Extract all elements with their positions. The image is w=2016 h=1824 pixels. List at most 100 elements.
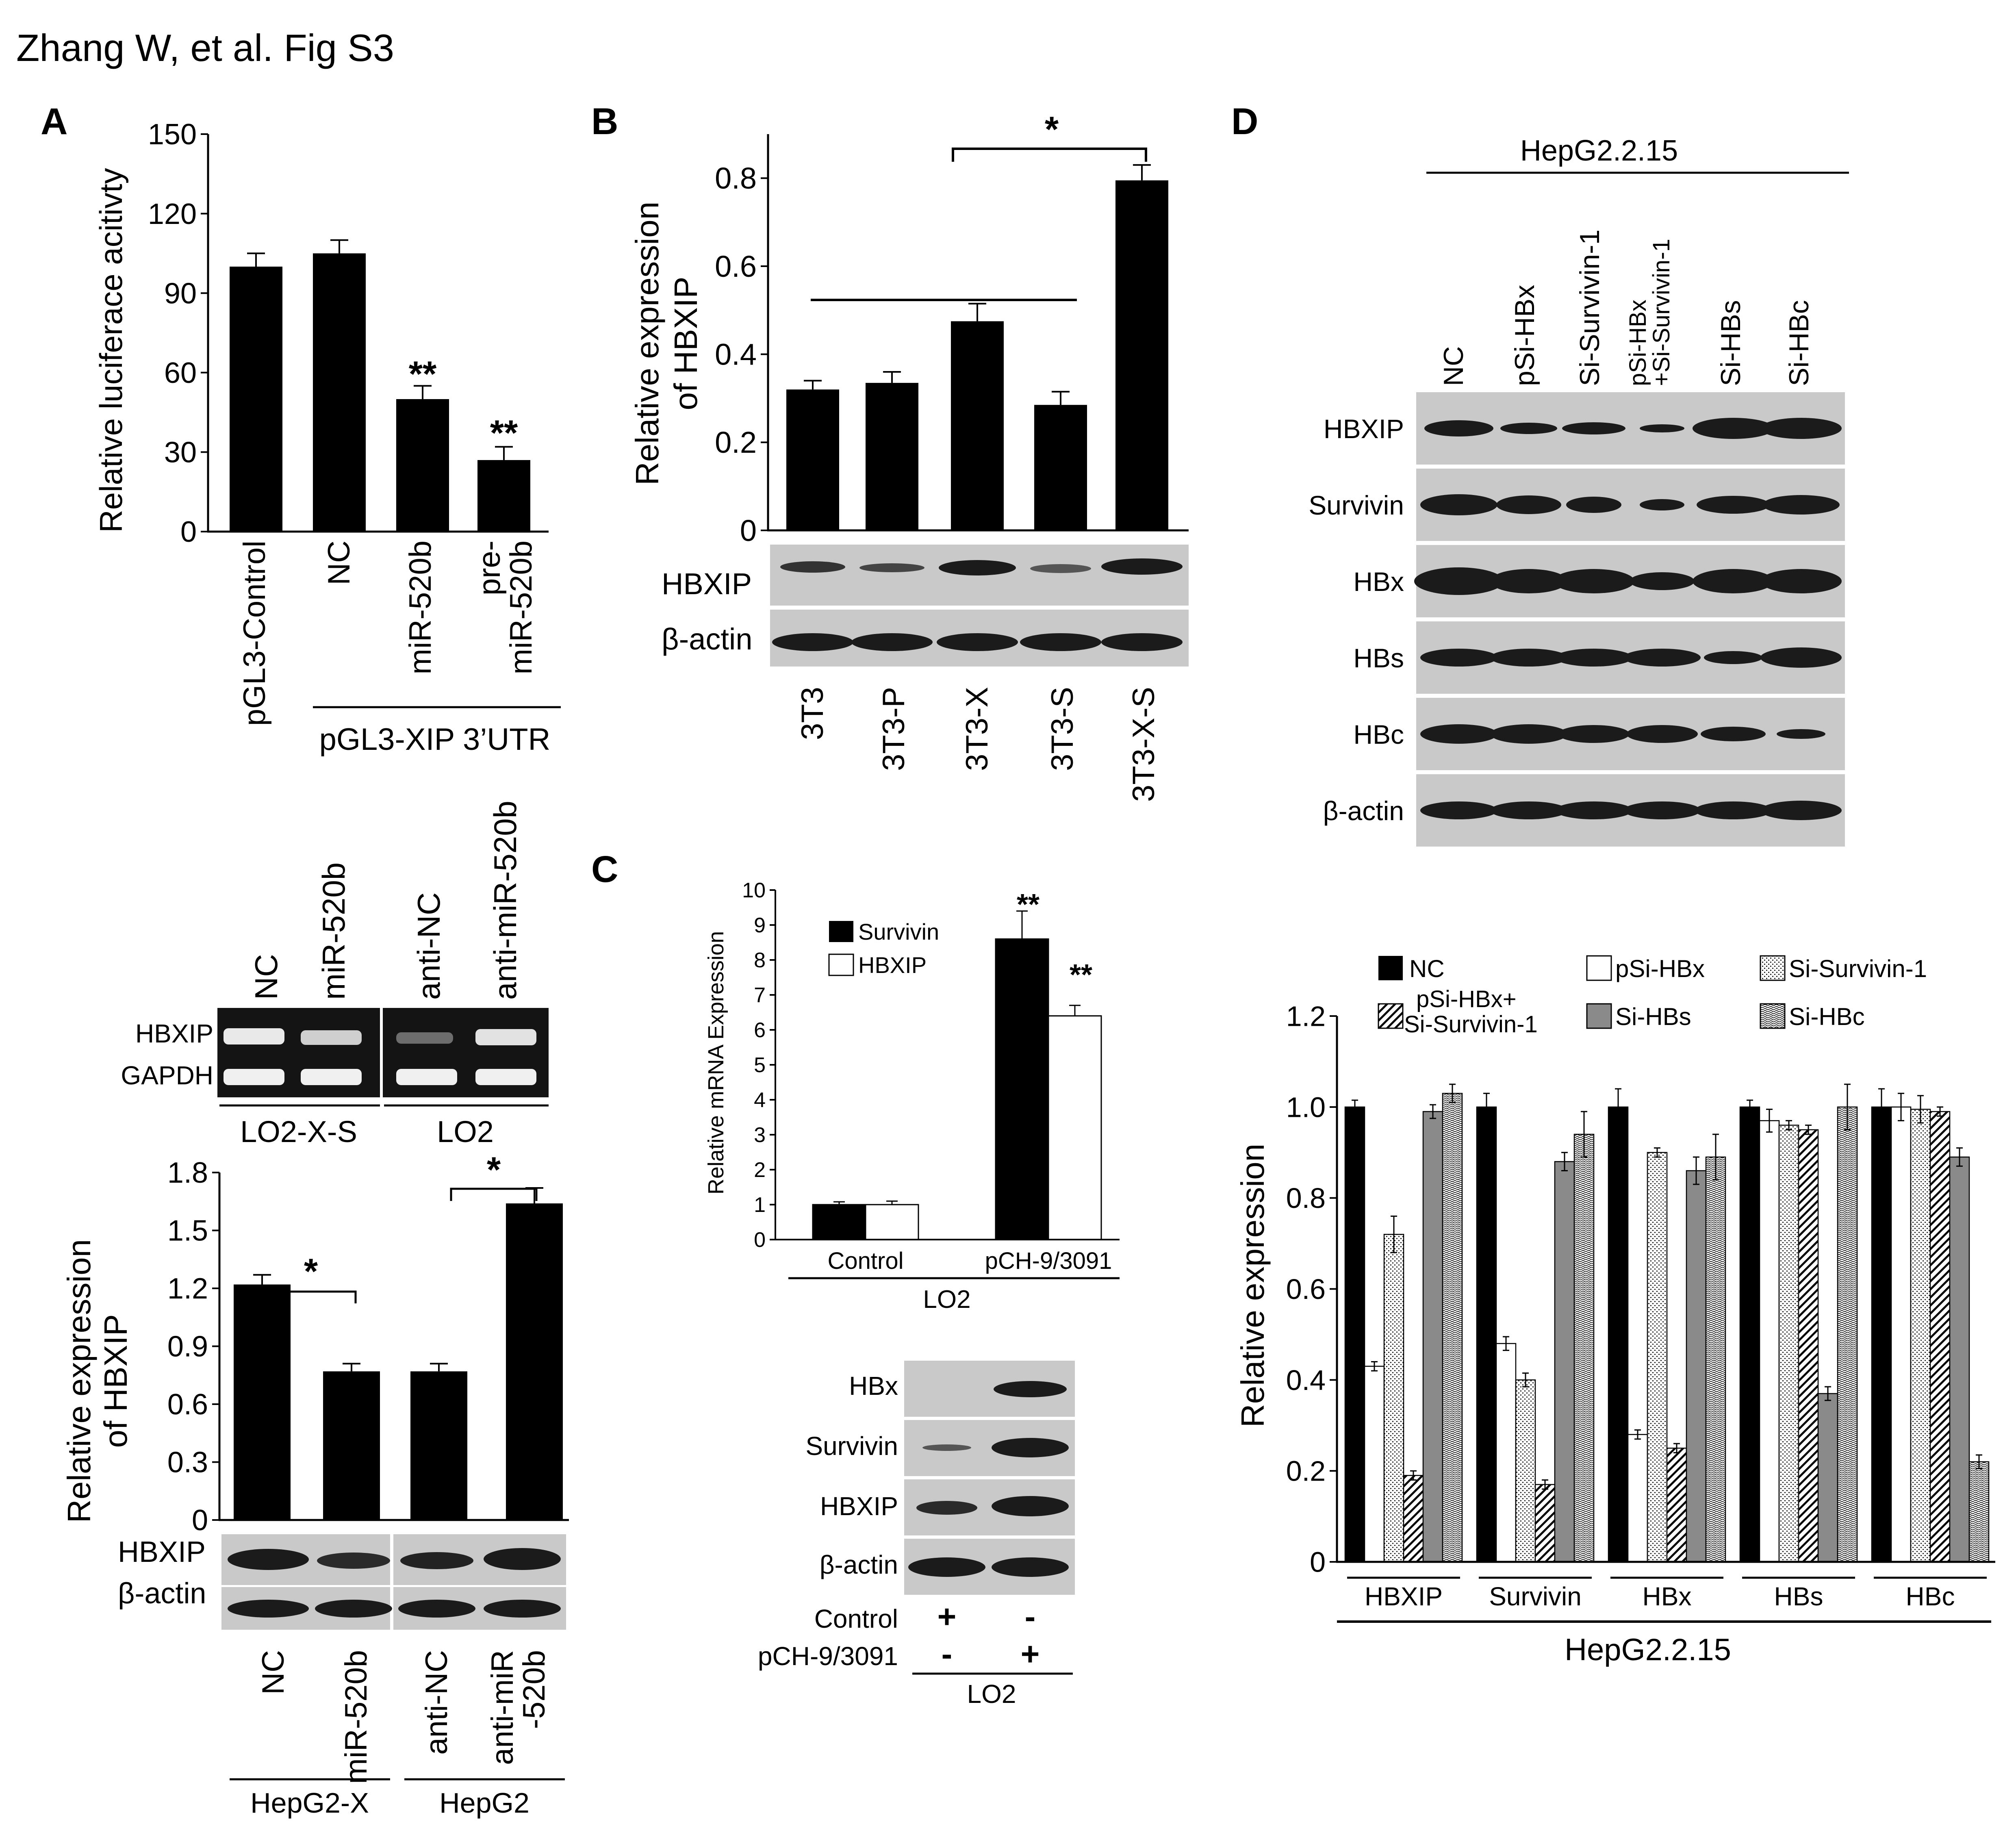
panel-d: D HepG2.2.15 NC pSi-HBx Si-Survivin-1 pS… xyxy=(1231,101,1995,1667)
c-blot-row-hbxip: HBXIP xyxy=(820,1492,898,1521)
blot-a-lane-mir520b: miR-520b xyxy=(339,1650,373,1784)
c-tick-label: 4 xyxy=(754,1088,766,1112)
c-treat-pch-mark-1: - xyxy=(942,1636,953,1672)
c-treat-pch: pCH-9/3091 xyxy=(758,1642,898,1671)
d-bar xyxy=(1422,1111,1443,1563)
c-treat-control-mark-2: - xyxy=(1025,1598,1036,1635)
d-blot-band xyxy=(1760,647,1842,668)
luciferase-xlabel-pgl3control: pGL3-Control xyxy=(237,541,272,726)
panel-letter-c: C xyxy=(591,849,618,890)
d-bar xyxy=(1837,1106,1858,1563)
d-blot-band xyxy=(1562,422,1625,434)
d-legend-swatch-sihbs xyxy=(1586,1003,1612,1029)
luciferase-xlabel-nc: NC xyxy=(322,541,356,585)
c-sig-hbxip: ** xyxy=(1070,959,1092,991)
d-blot-row-label: Survivin xyxy=(1309,490,1404,520)
blot-a-group-hepg2: HepG2 xyxy=(439,1787,529,1819)
hbxip-a-y-ticks: 0 0.3 0.6 0.9 1.2 1.5 1.8 xyxy=(167,1157,219,1537)
d-legend-swatch-sisurvivin xyxy=(1760,955,1786,981)
c-sig-survivin: ** xyxy=(1017,888,1039,921)
d-bar xyxy=(1759,1120,1780,1563)
panel-letter-d: D xyxy=(1231,101,1258,142)
d-bar xyxy=(1573,1133,1595,1563)
d-lane-combo-1: pSi-HBx xyxy=(1625,300,1651,386)
d-bar xyxy=(1403,1475,1424,1563)
hbxip-a-tick-label: 1.8 xyxy=(167,1157,208,1189)
panel-c: C Relative mRNA Expression 012345678910 … xyxy=(591,849,1120,1709)
c-blot-group: LO2 xyxy=(967,1679,1016,1709)
hbxip-a-tick-label: 0.9 xyxy=(167,1331,208,1363)
c-tick-label: 8 xyxy=(754,949,766,972)
c-treat-control: Control xyxy=(814,1604,898,1633)
luciferase-tick-label: 90 xyxy=(164,277,197,310)
d-blot-band xyxy=(1555,649,1632,667)
d-x-label: HBc xyxy=(1906,1582,1955,1611)
d-tick-label: 1.2 xyxy=(1286,1001,1326,1032)
d-lane-nc: NC xyxy=(1438,346,1469,386)
d-blot-band xyxy=(1760,569,1842,593)
b-tick-label: 0.2 xyxy=(715,426,757,459)
b-tick-label: 0.4 xyxy=(715,338,757,371)
d-blot-band xyxy=(1490,724,1567,744)
blot-a-lane-520b: -520b xyxy=(517,1650,551,1729)
d-blot-band xyxy=(1420,801,1497,819)
c-bar xyxy=(865,1204,919,1240)
d-blot-band xyxy=(1496,495,1561,514)
b-ylabel-1: Relative expression xyxy=(629,202,665,485)
luciferase-bar xyxy=(230,267,282,532)
d-bar xyxy=(1890,1106,1912,1563)
gel-group-lo2: LO2 xyxy=(437,1115,494,1149)
d-lane-combo-2: +Si-Survivin-1 xyxy=(1648,239,1675,386)
d-tick-label: 0.4 xyxy=(1286,1364,1326,1396)
c-bar xyxy=(812,1204,866,1240)
d-blot-band xyxy=(1490,569,1567,593)
c-bar xyxy=(995,938,1049,1240)
hbxip-a-bar xyxy=(323,1371,380,1520)
d-bar xyxy=(1476,1106,1497,1563)
b-bar xyxy=(951,321,1004,530)
d-x-label: HBx xyxy=(1643,1582,1692,1611)
d-x-label: HBs xyxy=(1774,1582,1823,1611)
d-blot-band xyxy=(1640,424,1684,432)
d-bar xyxy=(1871,1106,1892,1563)
b-lane-3t3p: 3T3-P xyxy=(877,687,911,771)
gel-row-gapdh: GAPDH xyxy=(121,1061,213,1090)
d-blot-band xyxy=(1555,801,1632,819)
luciferase-group-label: pGL3-XIP 3’UTR xyxy=(319,722,551,757)
d-blot-band xyxy=(1490,649,1567,667)
hbxip-a-ylabel-1: Relative expression xyxy=(61,1239,97,1523)
b-tick-label: 0 xyxy=(740,514,757,547)
d-legend-combo-1: pSi-HBx+ xyxy=(1416,986,1517,1012)
d-x-label: HBXIP xyxy=(1365,1582,1443,1611)
luciferase-tick-label: 30 xyxy=(164,436,197,469)
b-ylabel-2: of HBXIP xyxy=(668,276,704,410)
d-legend-swatch-psihbx xyxy=(1586,955,1612,981)
b-blot-bands xyxy=(772,558,1183,651)
c-group-label: LO2 xyxy=(923,1285,970,1314)
d-blot-band xyxy=(1623,649,1701,667)
d-blot-band xyxy=(1701,727,1766,741)
c-blot-row-actin: β-actin xyxy=(820,1550,898,1579)
b-lane-3t3x: 3T3-X xyxy=(960,687,994,771)
d-blot-band xyxy=(1697,496,1770,514)
d-lane-sihbs: Si-HBs xyxy=(1715,300,1746,386)
d-ylabel: Relative expression xyxy=(1235,1144,1271,1427)
d-bar xyxy=(1968,1461,1990,1563)
luciferase-tick-label: 150 xyxy=(148,118,197,151)
d-bar xyxy=(1442,1093,1463,1563)
d-blot-band xyxy=(1420,724,1497,744)
d-lane-sisurvivin: Si-Survivin-1 xyxy=(1574,230,1605,386)
d-blot-band xyxy=(1695,801,1772,819)
d-blot-band xyxy=(1414,567,1504,595)
d-blot-row-label: HBs xyxy=(1353,643,1404,673)
hbxip-a-bar xyxy=(410,1371,467,1520)
b-bracket-upper xyxy=(952,148,1147,162)
c-y-ticks: 0 1 2 3 4 5 6 7 8 9 10 xyxy=(742,879,775,1252)
d-blot-band xyxy=(1693,569,1774,593)
d-blot-band xyxy=(1623,801,1701,819)
d-blot-row-label: HBx xyxy=(1353,567,1404,597)
d-blot-band xyxy=(1693,418,1774,439)
d-lane-psihbx: pSi-HBx xyxy=(1509,285,1540,386)
b-lane-3t3s: 3T3-S xyxy=(1045,687,1080,771)
